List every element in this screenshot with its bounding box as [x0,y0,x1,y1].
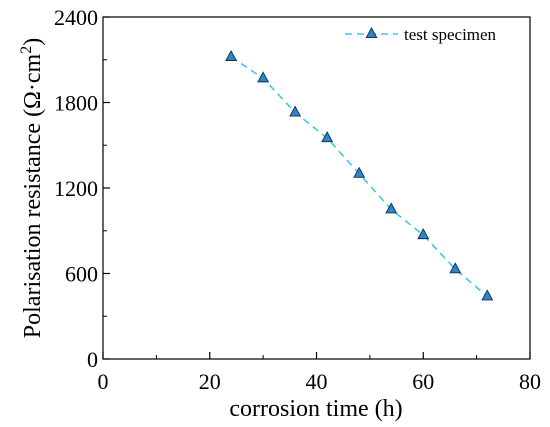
x-tick-label: 40 [306,369,328,394]
y-tick-label: 1800 [54,91,98,116]
data-point [385,202,398,214]
data-point [257,71,270,83]
y-tick-label: 1200 [54,176,98,201]
data-point [225,49,238,61]
data-point [481,289,494,301]
x-tick-label: 80 [519,369,541,394]
legend-label: test specimen [404,25,497,44]
x-tick-label: 60 [412,369,434,394]
x-tick-label: 0 [98,369,109,394]
series-layer [225,49,494,301]
axes: 0 20 40 60 80 0 600 1200 1800 2400 [54,5,541,394]
data-point [289,105,302,117]
plot-frame [102,16,531,360]
y-axis-title-main: Polarisation resistance (Ω·cm [20,53,46,338]
x-tick-label: 20 [199,369,221,394]
y-tick-label: 2400 [54,5,98,30]
data-point [449,262,462,274]
y-tick-label: 0 [87,347,98,372]
data-point [417,228,430,240]
data-point [321,131,334,143]
y-axis-title-close: ) [20,38,46,46]
y-tick-label: 600 [65,262,98,287]
x-axis-title: corrosion time (h) [229,396,402,422]
y-axis-title-superscript: 2 [18,46,35,54]
legend: test specimen [345,25,497,44]
legend-marker [365,27,378,39]
y-axis-title: Polarisation resistance (Ω·cm2) [18,38,46,338]
data-point [353,166,366,178]
